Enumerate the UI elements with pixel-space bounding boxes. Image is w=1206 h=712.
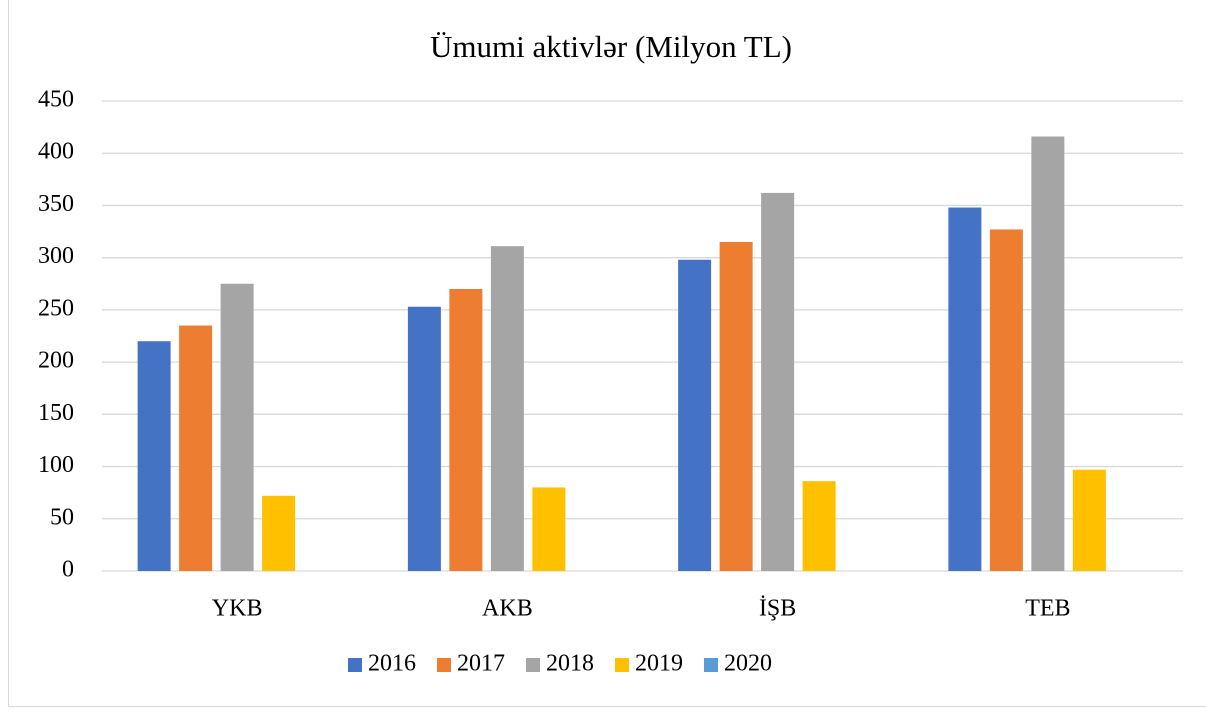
bar <box>138 341 171 571</box>
bar <box>803 481 836 571</box>
y-tick-label: 400 <box>38 139 74 165</box>
legend-swatch <box>615 658 629 672</box>
y-tick-label: 250 <box>38 295 74 321</box>
y-tick-label: 0 <box>62 557 74 583</box>
bar <box>990 229 1023 571</box>
legend-swatch <box>348 658 362 672</box>
x-tick-label: YKB <box>212 596 263 622</box>
bar <box>262 496 295 571</box>
x-tick-label: TEB <box>1025 596 1070 622</box>
y-tick-label: 150 <box>38 400 74 426</box>
bar <box>720 242 753 571</box>
legend-label: 2018 <box>546 651 594 677</box>
legend-label: 2016 <box>368 651 416 677</box>
bar <box>948 208 981 571</box>
y-tick-label: 300 <box>38 243 74 269</box>
y-tick-label: 50 <box>50 504 74 530</box>
y-tick-label: 100 <box>38 452 74 478</box>
legend-swatch <box>526 658 540 672</box>
y-tick-label: 350 <box>38 191 74 217</box>
legend-label: 2017 <box>457 651 505 677</box>
bar <box>408 307 441 571</box>
bar <box>678 260 711 571</box>
bar <box>532 487 565 571</box>
bar <box>761 193 794 571</box>
x-tick-label: AKB <box>482 596 533 622</box>
legend-swatch <box>437 658 451 672</box>
bar <box>1073 470 1106 571</box>
legend-swatch <box>704 658 718 672</box>
bar <box>221 284 254 571</box>
bar <box>1031 137 1064 571</box>
legend-label: 2020 <box>724 651 772 677</box>
bar <box>449 289 482 571</box>
bar <box>491 246 524 571</box>
legend-label: 2019 <box>635 651 683 677</box>
y-tick-label: 450 <box>38 87 74 113</box>
y-tick-label: 200 <box>38 348 74 374</box>
x-tick-label: İŞB <box>759 596 796 622</box>
chart-title: Ümumi aktivlər (Milyon TL) <box>430 29 792 64</box>
bar <box>179 326 212 571</box>
